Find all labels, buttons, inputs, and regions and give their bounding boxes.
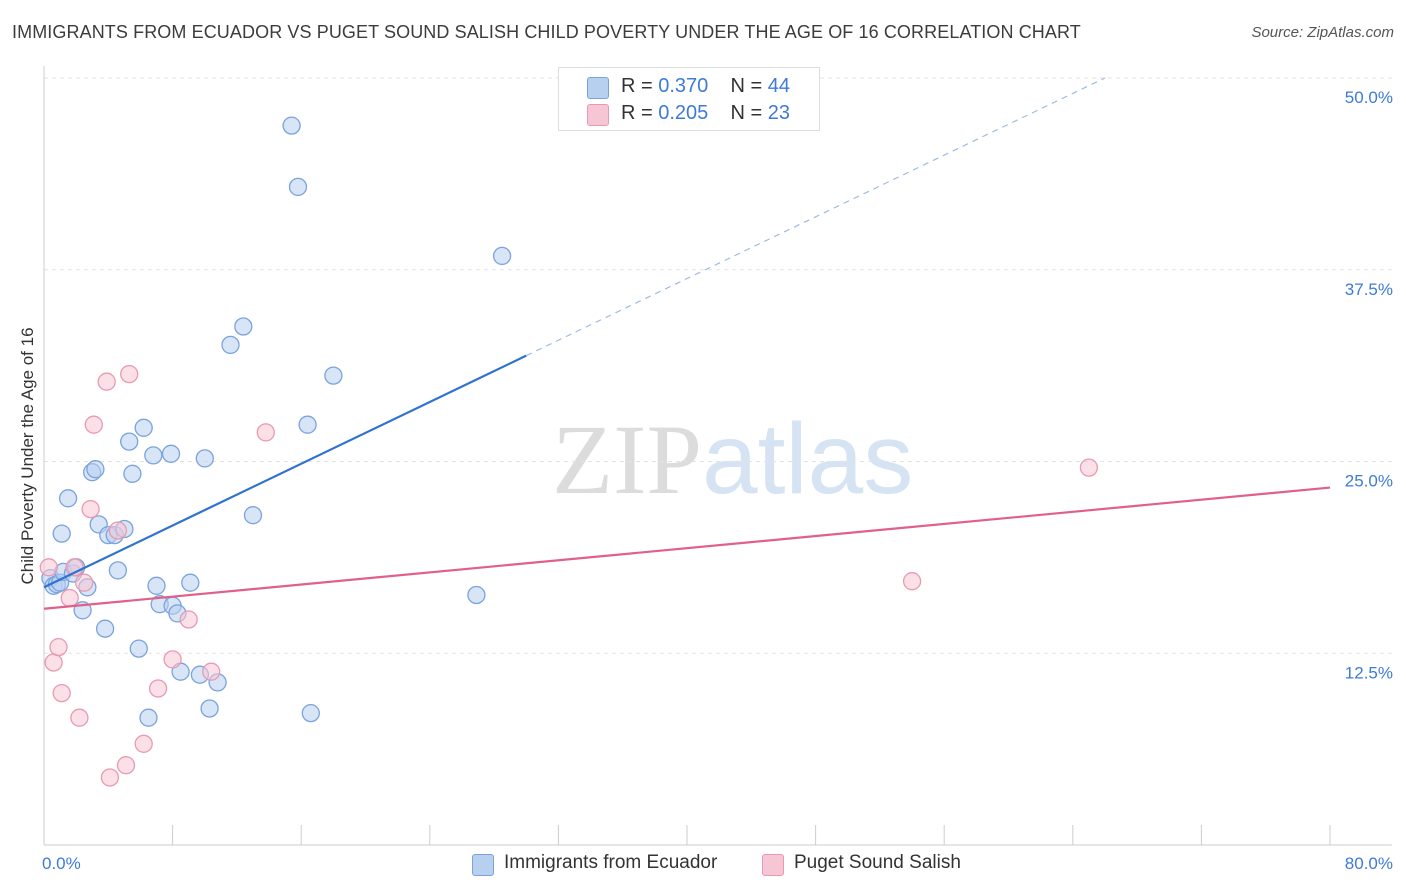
legend-label-ecuador: Immigrants from Ecuador	[504, 852, 718, 873]
point-s2-11	[100, 768, 120, 787]
point-s1-19	[120, 432, 139, 451]
point-s1-34	[200, 699, 219, 718]
point-s1-31	[181, 573, 200, 592]
point-s2-20	[256, 423, 275, 442]
point-s2-21	[902, 572, 922, 591]
n-value-1: 44	[767, 75, 791, 97]
point-s1-41	[298, 415, 317, 434]
watermark-zip: ZIP	[552, 404, 702, 515]
point-s2-7	[75, 573, 94, 592]
point-s2-14	[120, 364, 139, 384]
grid-layer	[44, 77, 1392, 654]
point-s1-27	[161, 444, 181, 463]
y-tick-label-0: 12.5%	[1345, 663, 1393, 682]
n-value-2: 23	[767, 102, 791, 124]
point-s1-12	[86, 460, 105, 479]
r-label-1: R =	[621, 75, 653, 97]
point-s2-3	[52, 683, 71, 703]
point-s2-6	[70, 708, 89, 727]
point-s1-39	[282, 116, 301, 135]
trend-layer	[43, 77, 1331, 610]
point-s2-9	[84, 415, 103, 434]
point-s2-19	[202, 662, 221, 681]
chart-title: IMMIGRANTS FROM ECUADOR VS PUGET SOUND S…	[12, 22, 1081, 42]
r-label-2: R =	[621, 102, 653, 124]
point-s1-17	[108, 561, 128, 580]
point-s1-23	[139, 708, 158, 727]
point-s2-10	[97, 372, 116, 391]
x-tick-label-min: 0.0%	[42, 854, 81, 873]
point-s1-38	[243, 506, 263, 525]
point-s1-25	[147, 576, 166, 595]
watermark: ZIPatlas	[552, 402, 913, 517]
point-s1-43	[324, 366, 343, 385]
stats-legend: R = 0.370 N = 44 R = 0.205 N = 23	[558, 67, 820, 131]
point-s1-20	[123, 464, 142, 483]
watermark-atlas: atlas	[702, 403, 914, 515]
trend-line-ecuador	[43, 354, 527, 589]
stats-legend-swatch-2	[587, 104, 609, 126]
point-s2-13	[116, 756, 136, 775]
point-s1-22	[134, 418, 153, 437]
y-tick-label-3: 50.0%	[1345, 88, 1393, 107]
points-layer	[39, 116, 1099, 787]
r-value-2: 0.205	[658, 102, 709, 124]
point-s2-1	[44, 653, 63, 672]
point-s1-36	[221, 335, 240, 355]
r-value-1: 0.370	[658, 75, 709, 97]
point-s2-2	[49, 637, 68, 657]
y-tick-label-1: 25.0%	[1345, 472, 1393, 491]
point-s1-24	[144, 446, 163, 465]
point-s2-18	[179, 610, 198, 629]
legend-swatch-ecuador	[472, 854, 494, 876]
point-s2-16	[148, 679, 168, 698]
point-s1-6	[58, 489, 78, 508]
point-s2-0	[39, 558, 58, 577]
stats-legend-swatch-1	[587, 77, 609, 99]
x-tick-label-max: 80.0%	[1345, 854, 1393, 873]
point-s2-17	[163, 650, 182, 669]
point-s1-14	[95, 619, 115, 638]
point-s1-33	[195, 449, 214, 468]
y-tick-label-2: 37.5%	[1345, 280, 1393, 299]
label-layer: 12.5% 25.0% 37.5% 50.0% 0.0% 80.0%	[42, 88, 1393, 873]
legend-label-salish: Puget Sound Salish	[794, 852, 961, 873]
n-label-2: N =	[730, 102, 763, 124]
source-note: Source: ZipAtlas.com	[1251, 24, 1394, 41]
point-s2-4	[60, 588, 79, 608]
point-s1-21	[129, 639, 148, 658]
point-s2-22	[1079, 458, 1099, 477]
series-legend: Immigrants from Ecuador Puget Sound Sali…	[0, 852, 1406, 878]
axis-layer	[43, 66, 1392, 846]
trend-line-salish	[43, 486, 1331, 610]
trend-line-ecuador-extension	[525, 77, 1106, 357]
legend-swatch-salish	[762, 854, 784, 876]
point-s1-45	[492, 246, 512, 266]
point-s2-8	[81, 499, 100, 519]
point-s2-15	[134, 734, 153, 753]
point-s1-5	[52, 524, 71, 543]
point-s1-40	[288, 177, 308, 197]
point-s1-42	[301, 703, 320, 723]
y-axis-label: Child Poverty Under the Age of 16	[18, 327, 37, 585]
stats-legend-text-1: R = 0.370 N = 44	[621, 75, 790, 98]
stats-legend-text-2: R = 0.205 N = 23	[621, 102, 790, 125]
n-label-1: N =	[730, 75, 763, 97]
point-s1-37	[234, 317, 253, 336]
point-s1-44	[467, 585, 486, 605]
point-s2-12	[108, 521, 128, 540]
